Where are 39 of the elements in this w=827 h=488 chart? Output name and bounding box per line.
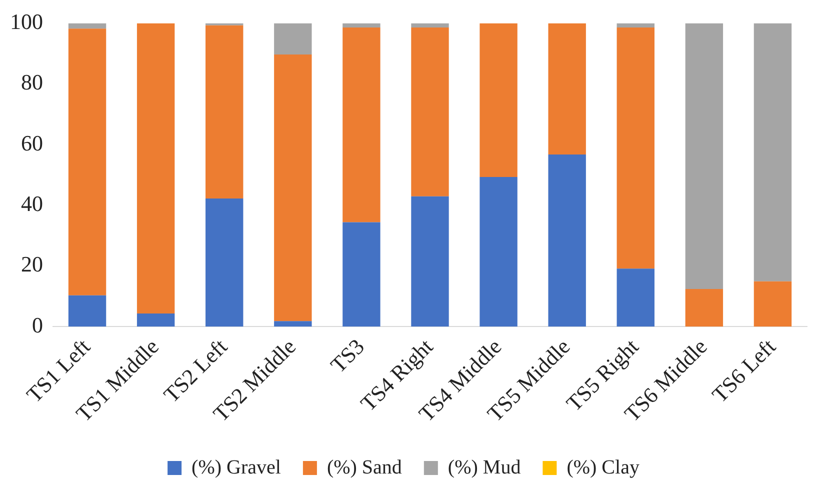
legend-label: (%) Clay — [566, 456, 640, 478]
y-tick-label: 100 — [10, 8, 43, 34]
bar — [342, 222, 380, 327]
legend-label: (%) Gravel — [192, 456, 282, 478]
x-tick-label: TS3 — [325, 334, 370, 378]
bar — [548, 23, 586, 155]
bar — [274, 321, 312, 327]
bar — [274, 23, 312, 54]
bar — [411, 196, 449, 327]
legend-label: (%) Sand — [326, 456, 402, 478]
bar — [206, 198, 244, 327]
bar — [342, 27, 380, 222]
y-tick-label: 80 — [21, 70, 43, 95]
x-tick-label: TS6 Left — [706, 334, 780, 408]
bar — [480, 177, 518, 327]
bar — [342, 23, 380, 28]
bar — [411, 23, 449, 28]
bar — [206, 25, 244, 199]
bar — [480, 23, 518, 178]
y-tick-label: 20 — [21, 252, 43, 277]
bar — [616, 23, 654, 28]
bar — [274, 54, 312, 322]
bar — [68, 23, 106, 29]
bar — [685, 23, 724, 289]
legend-label: (%) Mud — [448, 456, 521, 478]
bar — [616, 27, 654, 269]
bar — [68, 28, 106, 296]
bar — [136, 23, 175, 314]
bar — [754, 281, 792, 327]
bar — [68, 295, 106, 327]
y-tick-label: 40 — [21, 191, 43, 216]
y-tick-label: 60 — [21, 130, 43, 156]
bar — [754, 23, 792, 282]
bar — [136, 314, 175, 327]
bar — [685, 288, 724, 327]
y-tick-label: 0 — [32, 312, 43, 338]
bar — [616, 268, 654, 327]
bar — [411, 27, 449, 196]
bar — [548, 154, 586, 327]
